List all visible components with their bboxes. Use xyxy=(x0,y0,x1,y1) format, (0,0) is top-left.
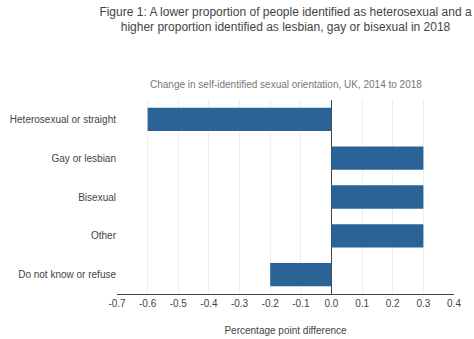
svg-text:-0.2: -0.2 xyxy=(262,298,280,309)
svg-text:Do not know or refuse: Do not know or refuse xyxy=(18,269,116,280)
svg-text:-0.7: -0.7 xyxy=(108,298,126,309)
svg-text:Figure 1: A lower proportion o: Figure 1: A lower proportion of people i… xyxy=(99,5,472,35)
svg-text:-0.4: -0.4 xyxy=(200,298,218,309)
svg-text:0.2: 0.2 xyxy=(386,298,400,309)
svg-text:-0.5: -0.5 xyxy=(170,298,188,309)
svg-text:0.1: 0.1 xyxy=(355,298,369,309)
svg-text:-0.3: -0.3 xyxy=(231,298,249,309)
svg-text:Percentage point difference: Percentage point difference xyxy=(224,325,347,336)
svg-text:0.4: 0.4 xyxy=(447,298,461,309)
svg-text:-0.6: -0.6 xyxy=(139,298,157,309)
svg-text:0.0: 0.0 xyxy=(324,298,338,309)
svg-text:0.3: 0.3 xyxy=(416,298,430,309)
svg-text:-0.1: -0.1 xyxy=(292,298,310,309)
svg-text:Change in self-identified sexu: Change in self-identified sexual orienta… xyxy=(150,79,422,90)
svg-text:Heterosexual or straight: Heterosexual or straight xyxy=(10,114,116,125)
svg-text:Bisexual: Bisexual xyxy=(78,192,116,203)
svg-text:Gay or lesbian: Gay or lesbian xyxy=(52,153,116,164)
svg-text:Other: Other xyxy=(91,230,117,241)
